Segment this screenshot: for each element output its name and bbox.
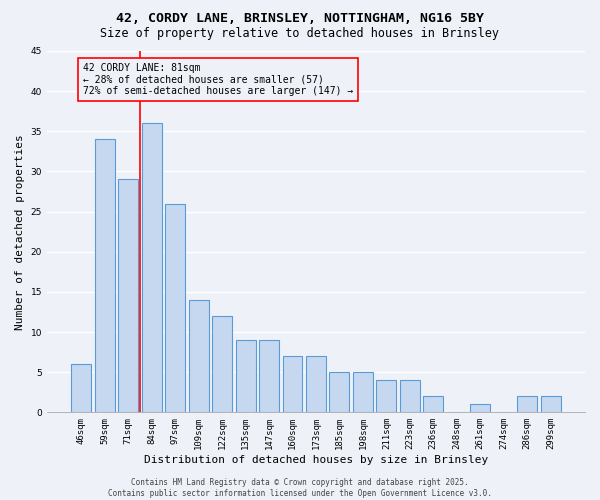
Bar (470, 404, 490, 412)
Bar (400, 380, 420, 412)
Bar (283, 356, 302, 412)
Bar (517, 396, 537, 412)
Text: 42 CORDY LANE: 81sqm
← 28% of detached houses are smaller (57)
72% of semi-detac: 42 CORDY LANE: 81sqm ← 28% of detached h… (83, 63, 353, 96)
Bar (423, 396, 443, 412)
Bar (541, 396, 560, 412)
X-axis label: Distribution of detached houses by size in Brinsley: Distribution of detached houses by size … (144, 455, 488, 465)
Bar (259, 340, 279, 412)
Bar (165, 204, 185, 412)
Bar (376, 380, 397, 412)
Bar (212, 316, 232, 412)
Bar (95, 140, 115, 412)
Bar (306, 356, 326, 412)
Text: 42, CORDY LANE, BRINSLEY, NOTTINGHAM, NG16 5BY: 42, CORDY LANE, BRINSLEY, NOTTINGHAM, NG… (116, 12, 484, 26)
Text: Contains HM Land Registry data © Crown copyright and database right 2025.
Contai: Contains HM Land Registry data © Crown c… (108, 478, 492, 498)
Bar (329, 372, 349, 412)
Text: Size of property relative to detached houses in Brinsley: Size of property relative to detached ho… (101, 28, 499, 40)
Bar (142, 124, 162, 412)
Bar (353, 372, 373, 412)
Y-axis label: Number of detached properties: Number of detached properties (15, 134, 25, 330)
Bar (118, 180, 138, 412)
Bar (71, 364, 91, 412)
Bar (236, 340, 256, 412)
Bar (188, 300, 209, 412)
